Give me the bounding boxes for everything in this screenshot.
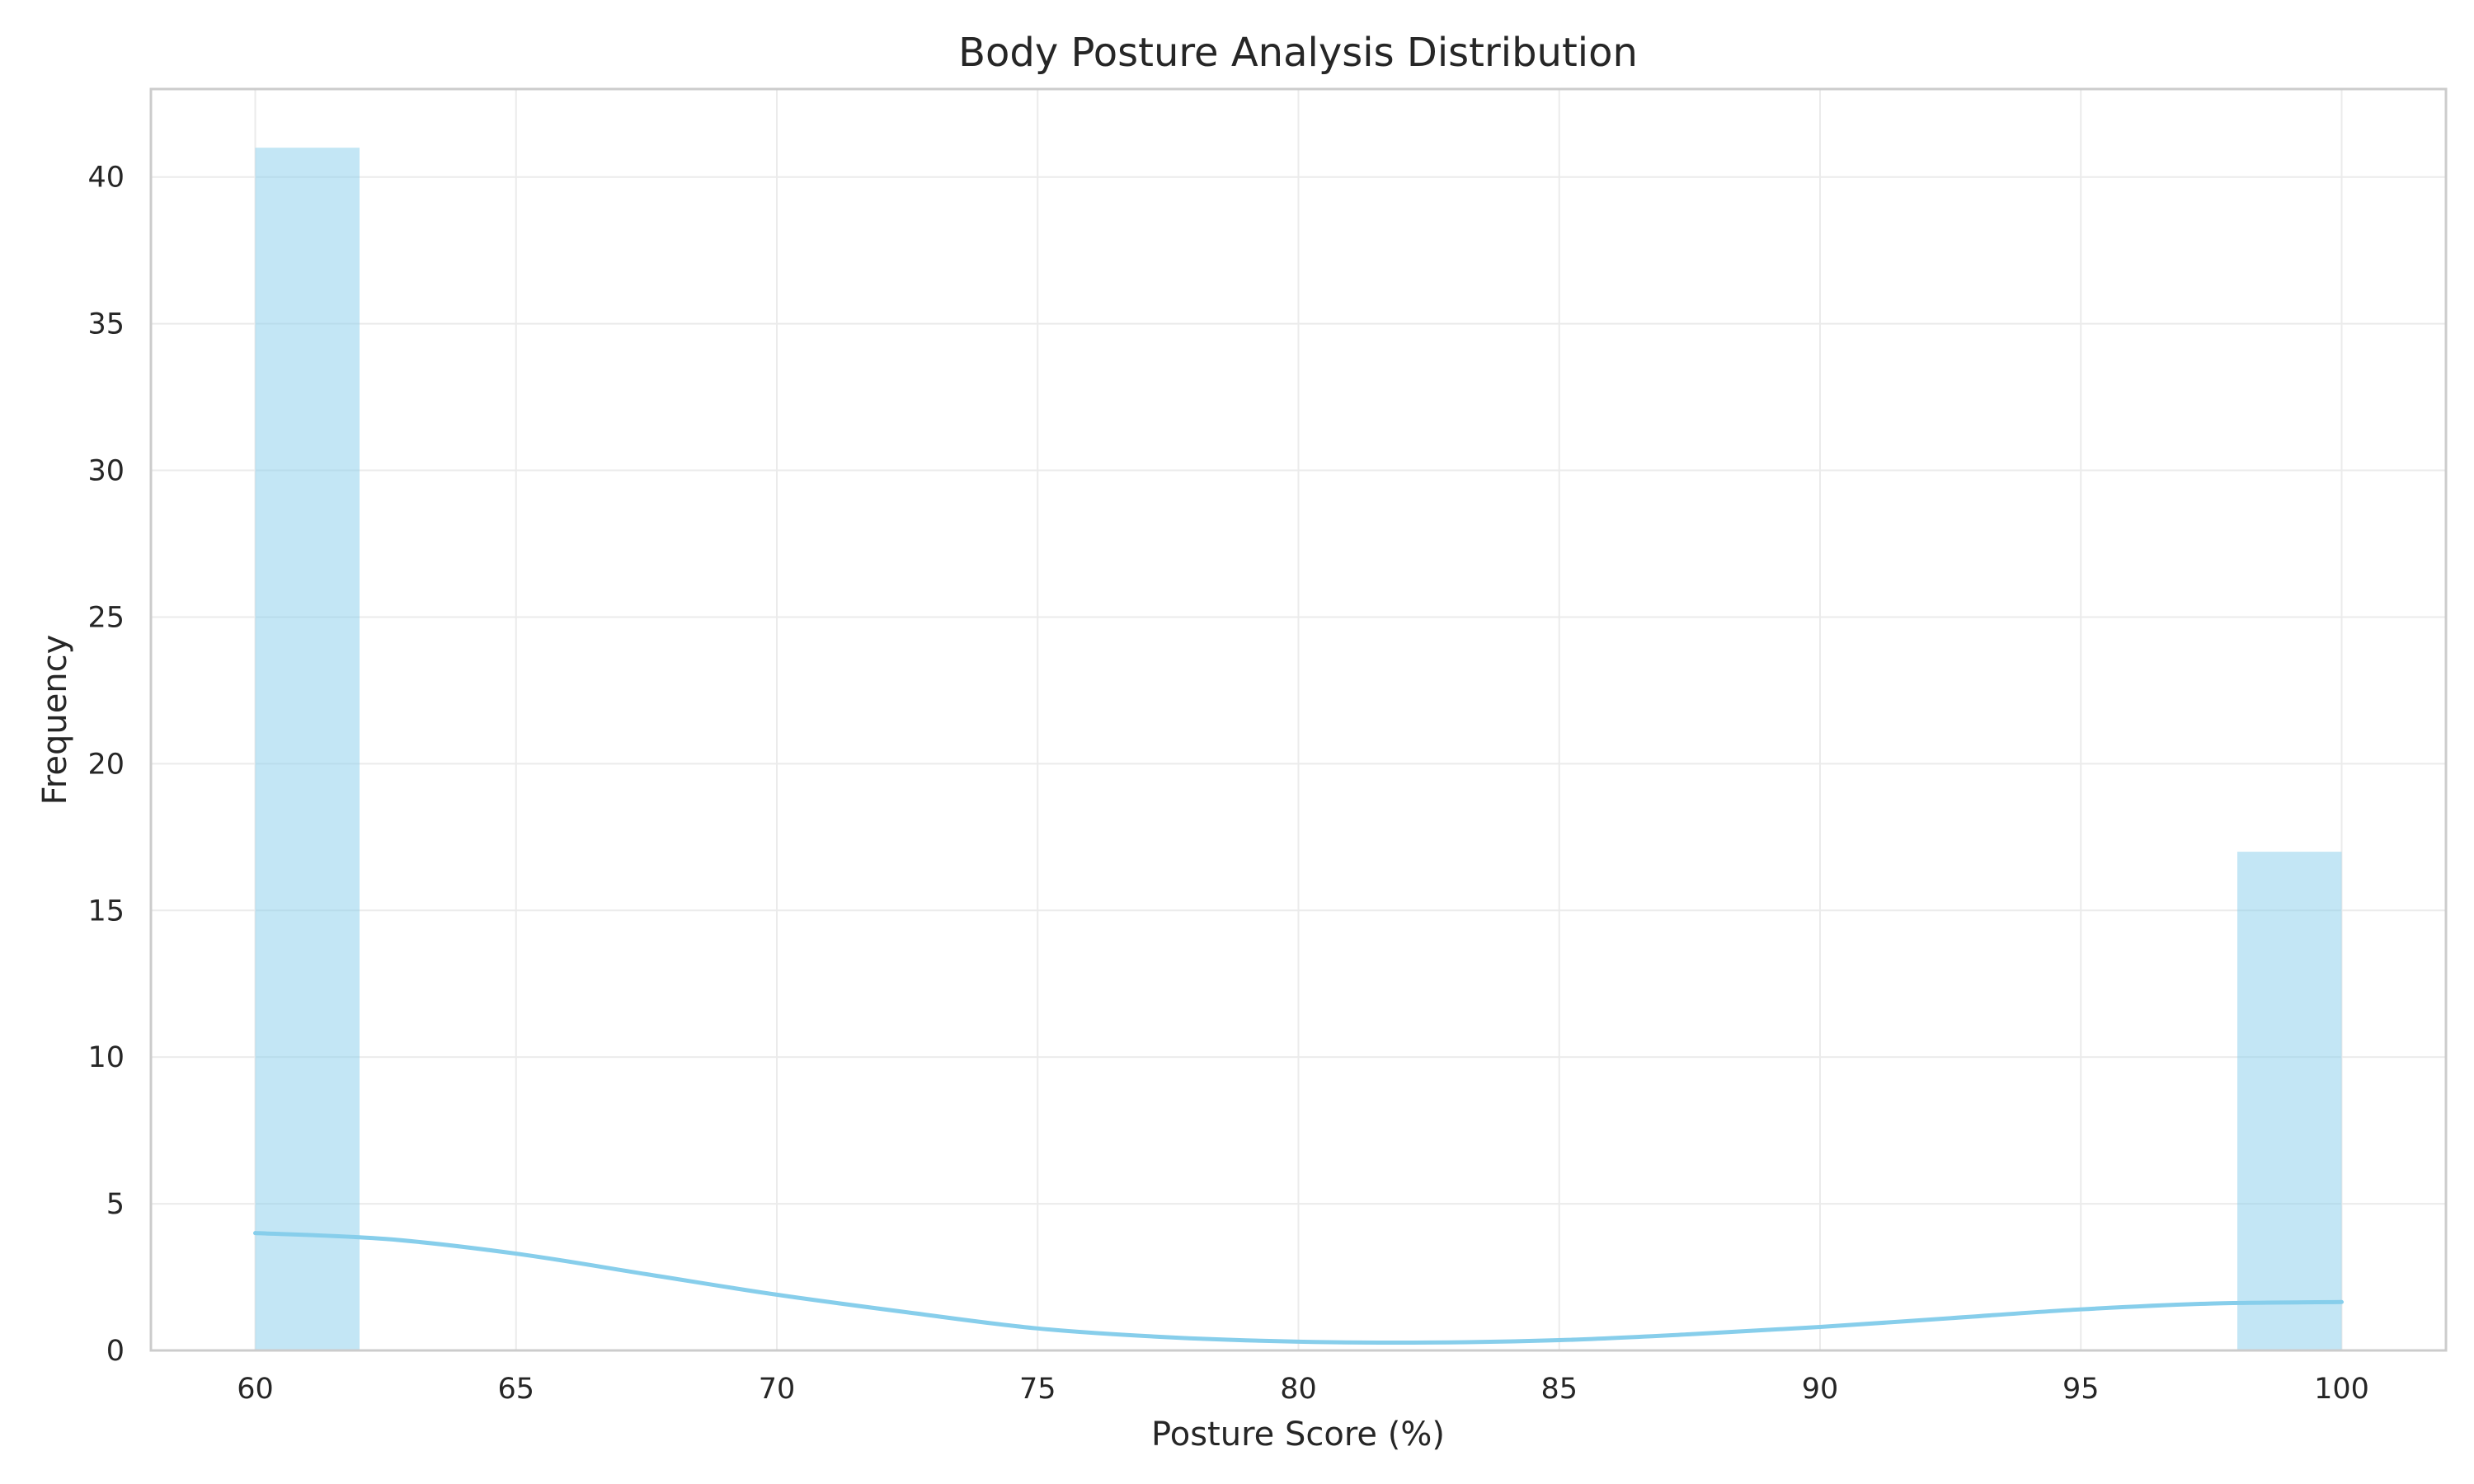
- y-tick-label-0: 0: [106, 1335, 125, 1368]
- y-tick-label-3: 15: [87, 895, 125, 928]
- x-tick-label-4: 80: [1280, 1373, 1317, 1406]
- histogram-bar-0: [255, 148, 360, 1350]
- x-tick-label-0: 60: [237, 1373, 274, 1406]
- y-tick-labels: 0 5 10 15 20 25 30 35 40: [87, 162, 125, 1368]
- x-tick-label-1: 65: [497, 1373, 534, 1406]
- histogram-bar-1: [2237, 852, 2342, 1350]
- x-tick-label-7: 95: [2062, 1373, 2100, 1406]
- y-tick-label-7: 35: [87, 308, 125, 341]
- y-tick-label-2: 10: [87, 1041, 125, 1074]
- chart-title: Body Posture Analysis Distribution: [958, 30, 1638, 76]
- y-tick-label-1: 5: [106, 1188, 125, 1221]
- x-tick-label-5: 85: [1540, 1373, 1578, 1406]
- x-tick-label-8: 100: [2314, 1373, 2369, 1406]
- plot-frame: [149, 87, 2448, 1352]
- x-tick-label-3: 75: [1019, 1373, 1056, 1406]
- y-tick-label-6: 30: [87, 455, 125, 488]
- kde-curve: [253, 1231, 2344, 1345]
- y-axis-label: Frequency: [36, 635, 74, 805]
- y-tick-label-5: 25: [87, 601, 125, 634]
- x-axis-label: Posture Score (%): [1151, 1416, 1445, 1453]
- y-tick-label-4: 20: [87, 748, 125, 781]
- x-tick-label-2: 70: [759, 1373, 796, 1406]
- x-tick-label-6: 90: [1802, 1373, 1839, 1406]
- histogram-bars: [255, 148, 2342, 1350]
- x-tick-labels: 60 65 70 75 80 85 90 95 100: [237, 1373, 2369, 1406]
- y-tick-label-8: 40: [87, 162, 125, 195]
